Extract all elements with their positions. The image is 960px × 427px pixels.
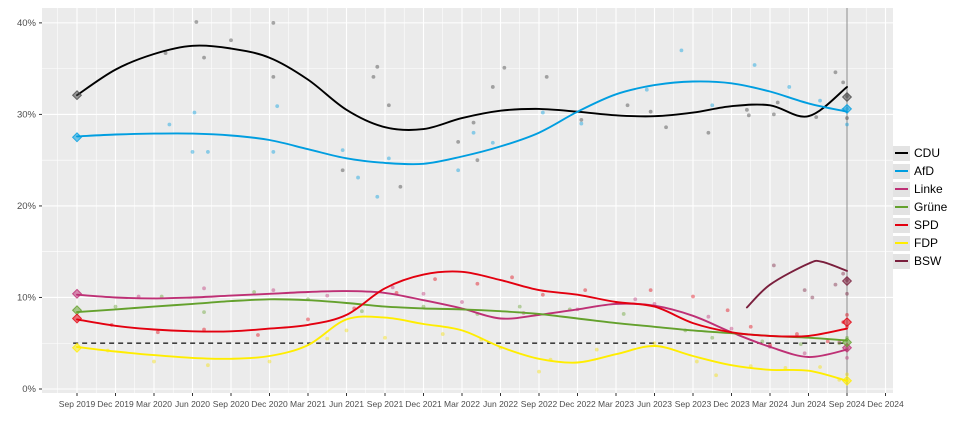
legend-key-swatch bbox=[893, 217, 910, 233]
legend-item-FDP: FDP bbox=[893, 234, 959, 252]
poll-scatter-CDU bbox=[163, 20, 849, 189]
election-2024-result-CDU bbox=[841, 91, 853, 103]
legend-item-SPD: SPD bbox=[893, 216, 959, 234]
x-axis-label: Sep 2021 bbox=[367, 399, 404, 409]
x-axis-label: Sep 2024 bbox=[829, 399, 866, 409]
legend-label: FDP bbox=[914, 236, 938, 250]
x-axis-label: Jun 2024 bbox=[791, 399, 826, 409]
legend-item-Grüne: Grüne bbox=[893, 198, 959, 216]
legend-label: BSW bbox=[914, 254, 942, 268]
election-2019-result-AfD bbox=[71, 132, 83, 143]
legend: CDU AfD Linke Grüne SPD FDP BSW bbox=[893, 144, 959, 270]
y-axis-label: 40% bbox=[17, 18, 37, 29]
x-axis-label: Jun 2020 bbox=[175, 399, 210, 409]
x-axis-label: Dec 2022 bbox=[559, 399, 596, 409]
plot-panel bbox=[42, 8, 893, 393]
legend-label: Grüne bbox=[914, 200, 948, 214]
x-axis-label: Mar 2020 bbox=[136, 399, 172, 409]
axes: 0%10%20%30%40%Sep 2019 Dec 2019 Mar 2020 Ju… bbox=[17, 18, 904, 409]
x-axis-label: Mar 2022 bbox=[444, 399, 480, 409]
x-axis-label: Dec 2021 bbox=[405, 399, 442, 409]
legend-key-swatch bbox=[893, 253, 910, 269]
y-axis-label: 30% bbox=[17, 109, 37, 120]
x-axis-label: Dec 2023 bbox=[713, 399, 750, 409]
trend-line-SPD bbox=[76, 270, 848, 338]
election-2024-result-AfD bbox=[841, 103, 853, 115]
plot-content bbox=[71, 20, 853, 386]
legend-key-swatch bbox=[893, 163, 910, 179]
legend-key-swatch bbox=[893, 235, 910, 251]
x-axis-label: Sep 2020 bbox=[213, 399, 250, 409]
legend-item-Linke: Linke bbox=[893, 180, 959, 198]
election-2019-result-FDP bbox=[71, 342, 83, 353]
trend-line-AfD bbox=[76, 80, 848, 166]
legend-item-BSW: BSW bbox=[893, 252, 959, 270]
election-2024-result-FDP bbox=[841, 375, 853, 386]
legend-item-AfD: AfD bbox=[893, 162, 959, 180]
x-axis-label: Sep 2023 bbox=[675, 399, 712, 409]
legend-label: SPD bbox=[914, 218, 939, 232]
legend-label: CDU bbox=[914, 146, 940, 160]
legend-key-swatch bbox=[893, 181, 910, 197]
legend-label: Linke bbox=[914, 182, 943, 196]
trend-line-Grüne bbox=[76, 298, 848, 342]
election-2024-result-Linke bbox=[841, 342, 853, 353]
x-axis-label: Mar 2023 bbox=[598, 399, 634, 409]
y-axis-label: 20% bbox=[17, 201, 37, 212]
x-axis-label: Mar 2021 bbox=[290, 399, 326, 409]
election-2024-result-SPD bbox=[841, 317, 853, 328]
election-2024-result-BSW bbox=[841, 275, 853, 287]
trend-line-FDP bbox=[76, 315, 848, 382]
y-axis-label: 10% bbox=[17, 292, 37, 303]
x-axis-label: Jun 2022 bbox=[483, 399, 518, 409]
election-2019-result-CDU bbox=[71, 90, 83, 101]
x-axis-label: Dec 2024 bbox=[867, 399, 904, 409]
trend-line-BSW bbox=[745, 259, 848, 309]
legend-item-CDU: CDU bbox=[893, 144, 959, 162]
x-axis-label: Mar 2024 bbox=[752, 399, 788, 409]
election-2019-result-SPD bbox=[71, 313, 83, 324]
trend-line-CDU bbox=[76, 44, 848, 131]
legend-key-swatch bbox=[893, 199, 910, 215]
y-axis-label: 0% bbox=[22, 384, 36, 395]
x-axis-label: Sep 2022 bbox=[521, 399, 558, 409]
x-axis-label: Jun 2021 bbox=[329, 399, 364, 409]
election-2024-result-Grüne bbox=[841, 337, 853, 348]
legend-key-swatch bbox=[893, 145, 910, 161]
legend-label: AfD bbox=[914, 164, 935, 178]
election-2019-result-Linke bbox=[71, 288, 83, 299]
x-axis-label: Jun 2023 bbox=[637, 399, 672, 409]
x-axis-label: Dec 2020 bbox=[251, 399, 288, 409]
x-axis-label: Sep 2019 bbox=[59, 399, 96, 409]
x-axis-label: Dec 2019 bbox=[97, 399, 134, 409]
